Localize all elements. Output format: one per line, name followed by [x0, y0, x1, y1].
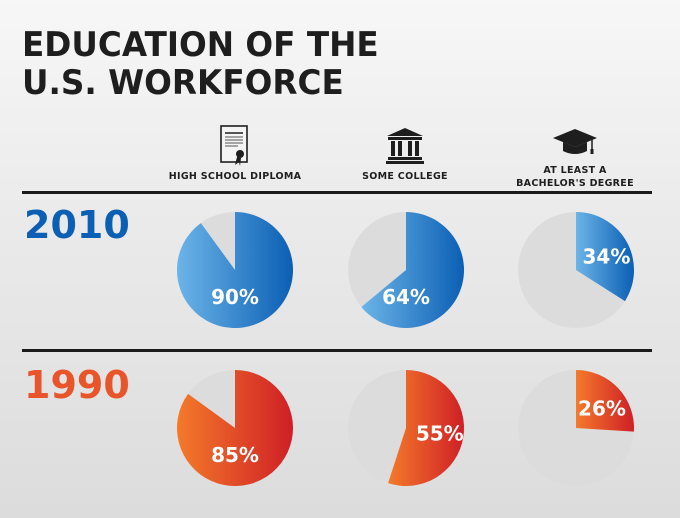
pie-slice-1990-high-school: [176, 370, 293, 487]
data-label-1990-some-college: 55%: [416, 422, 464, 446]
data-label-2010-bachelors: 34%: [582, 244, 630, 268]
divider-top: [22, 191, 652, 194]
pie-slice-1990-some-college: [388, 370, 464, 486]
data-label-1990-bachelors: 26%: [578, 396, 626, 420]
title-line-1: EDUCATION OF THE: [22, 25, 379, 65]
column-header-line: BACHELOR'S DEGREE: [516, 178, 634, 189]
year-label-1990: 1990: [24, 363, 130, 407]
page-title: EDUCATION OF THE U.S. WORKFORCE: [22, 26, 379, 102]
data-label-1990-high-school: 85%: [211, 443, 259, 467]
year-label-2010: 2010: [24, 203, 130, 247]
title-line-2: U.S. WORKFORCE: [22, 63, 344, 103]
college-building-icon: [386, 128, 424, 164]
column-header-line: SOME COLLEGE: [362, 171, 448, 182]
pie-slice-1990-bachelors: [576, 370, 634, 432]
data-label-2010-high-school: 90%: [211, 285, 259, 309]
column-header-some-college: SOME COLLEGE: [325, 170, 485, 183]
column-header-bachelors: AT LEAST A BACHELOR'S DEGREE: [495, 164, 655, 190]
column-header-line: AT LEAST A: [543, 165, 607, 176]
diploma-icon: [220, 125, 248, 166]
divider-middle: [22, 349, 652, 352]
pie-slice-2010-bachelors: [576, 212, 634, 302]
pie-slice-2010-high-school: [177, 211, 293, 328]
graduation-cap-icon: [553, 129, 597, 154]
pie-slice-2010-some-college: [361, 212, 464, 328]
column-header-high-school: HIGH SCHOOL DIPLOMA: [155, 170, 315, 183]
data-label-2010-some-college: 64%: [382, 285, 430, 309]
column-header-line: HIGH SCHOOL DIPLOMA: [168, 171, 302, 182]
